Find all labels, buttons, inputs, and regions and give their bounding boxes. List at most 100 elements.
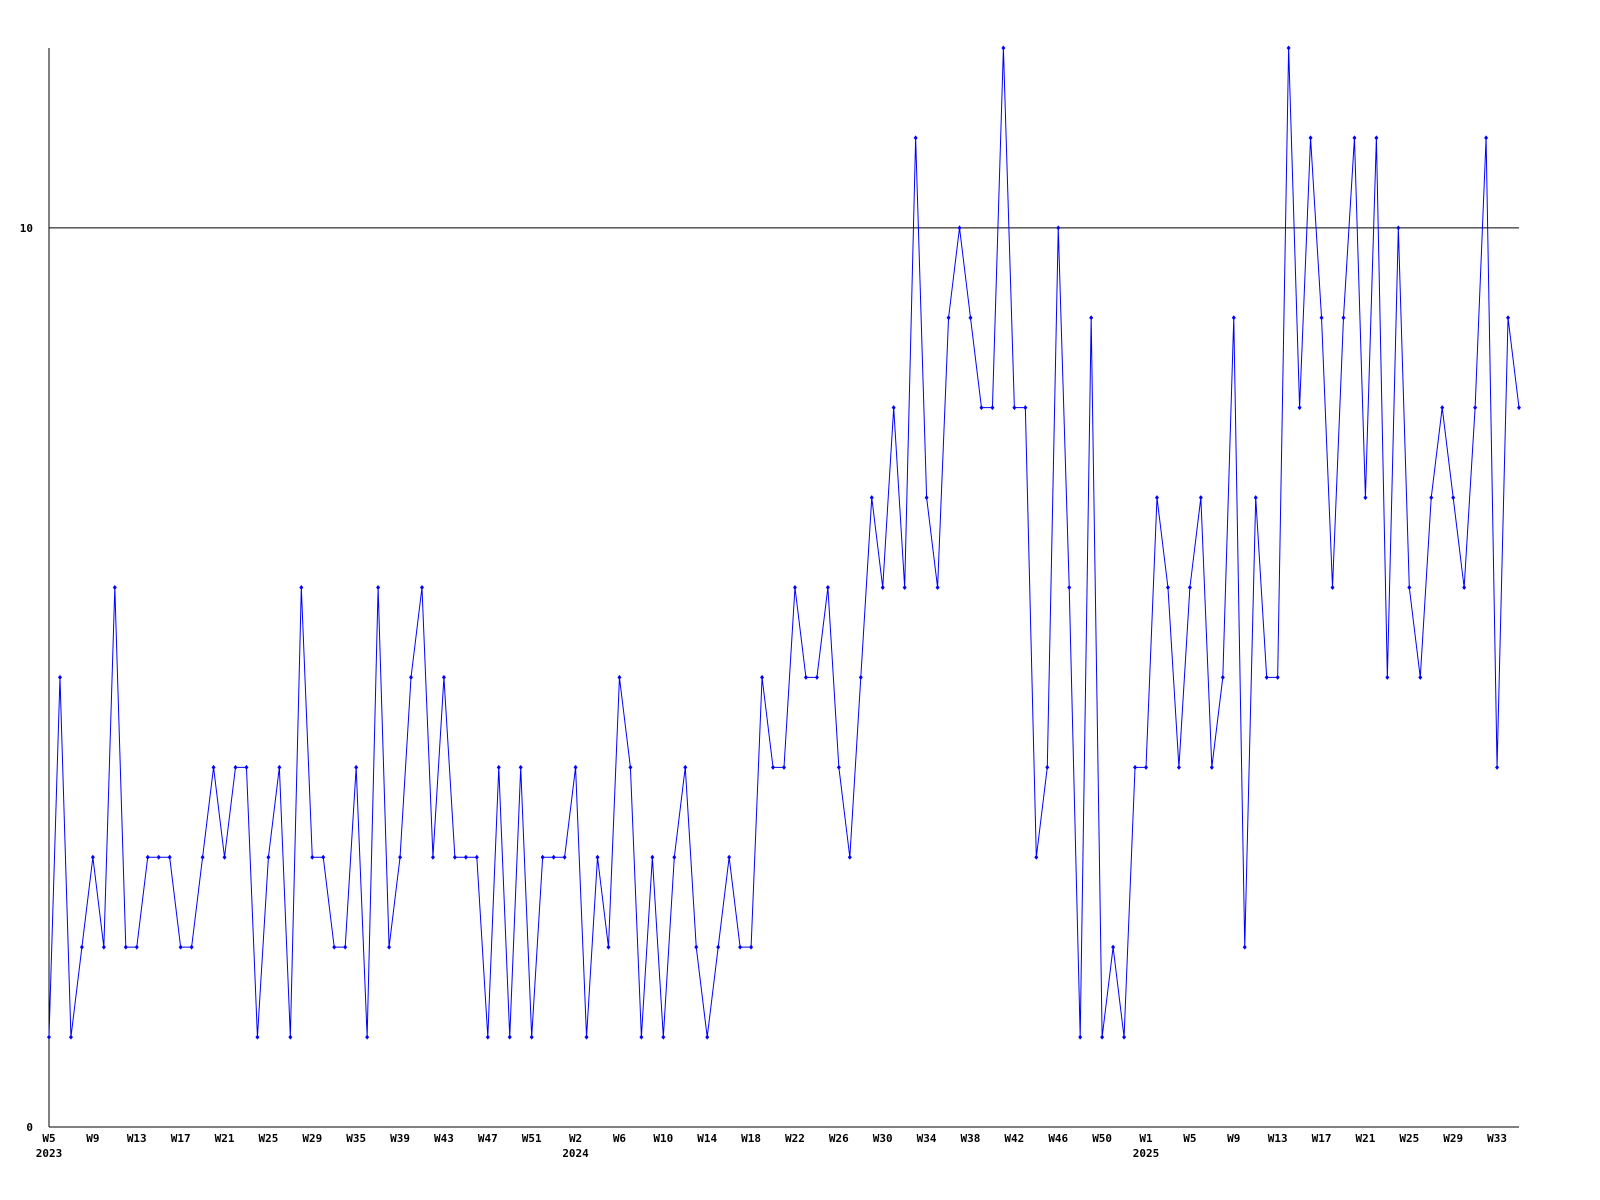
data-point bbox=[1122, 1034, 1127, 1040]
data-point bbox=[661, 1034, 666, 1040]
data-point bbox=[178, 944, 183, 950]
data-point bbox=[496, 764, 501, 770]
data-point bbox=[935, 585, 940, 590]
x-tick-label: W25 bbox=[258, 1132, 278, 1145]
x-tick-label: W14 bbox=[697, 1132, 717, 1145]
data-point bbox=[749, 944, 754, 950]
data-point bbox=[1451, 495, 1456, 501]
data-point bbox=[376, 585, 381, 590]
data-point bbox=[584, 1034, 589, 1040]
data-point bbox=[255, 1034, 260, 1040]
data-point bbox=[288, 1034, 293, 1040]
x-tick-label: W50 bbox=[1092, 1132, 1112, 1145]
data-point bbox=[1165, 585, 1170, 590]
data-point bbox=[968, 315, 973, 321]
data-point bbox=[880, 585, 885, 590]
x-tick-label: W38 bbox=[961, 1132, 981, 1145]
data-point bbox=[200, 854, 205, 860]
data-point bbox=[551, 854, 556, 860]
data-point bbox=[1429, 495, 1434, 501]
data-point bbox=[1517, 405, 1521, 411]
data-point bbox=[277, 764, 282, 770]
data-point bbox=[694, 944, 699, 950]
data-point bbox=[957, 225, 962, 231]
data-point bbox=[814, 674, 819, 680]
data-point bbox=[1176, 764, 1181, 770]
data-point bbox=[233, 764, 238, 770]
x-tick-label: W2 bbox=[569, 1132, 582, 1145]
x-tick-label: W35 bbox=[346, 1132, 366, 1145]
x-tick-label: W46 bbox=[1048, 1132, 1068, 1145]
data-point bbox=[738, 944, 743, 950]
data-point bbox=[716, 944, 721, 950]
data-point bbox=[760, 674, 765, 680]
data-point bbox=[1374, 135, 1379, 141]
data-point bbox=[727, 854, 732, 860]
data-point bbox=[1506, 315, 1511, 321]
year-label: 2024 bbox=[562, 1147, 589, 1160]
data-point bbox=[1396, 225, 1401, 231]
data-point bbox=[1133, 764, 1138, 770]
x-tick-label: W13 bbox=[1268, 1132, 1288, 1145]
data-point bbox=[1308, 135, 1313, 141]
data-point bbox=[1407, 585, 1412, 590]
data-point bbox=[1418, 674, 1423, 680]
data-point bbox=[47, 1034, 51, 1040]
data-point bbox=[1078, 1034, 1083, 1040]
data-point bbox=[990, 405, 995, 411]
data-point bbox=[803, 674, 808, 680]
data-point bbox=[156, 854, 161, 860]
x-tick-label: W9 bbox=[86, 1132, 99, 1145]
data-point bbox=[858, 674, 863, 680]
data-point bbox=[825, 585, 830, 590]
data-point bbox=[145, 854, 150, 860]
data-point bbox=[1242, 944, 1247, 950]
data-point bbox=[1473, 405, 1478, 411]
data-point bbox=[1089, 315, 1094, 321]
data-point bbox=[419, 585, 424, 590]
data-point bbox=[409, 674, 414, 680]
data-point bbox=[847, 854, 852, 860]
data-point bbox=[782, 764, 786, 770]
data-point bbox=[299, 585, 304, 590]
data-point bbox=[1253, 495, 1258, 501]
x-tick-label: W21 bbox=[215, 1132, 235, 1145]
data-line bbox=[48, 47, 1520, 1038]
data-point bbox=[979, 405, 984, 411]
x-tick-label: W9 bbox=[1227, 1132, 1240, 1145]
data-point bbox=[365, 1034, 370, 1040]
data-point bbox=[1275, 674, 1280, 680]
data-point bbox=[310, 854, 315, 860]
data-point bbox=[1144, 764, 1149, 770]
data-point bbox=[946, 315, 951, 321]
data-point bbox=[1363, 495, 1368, 501]
data-point bbox=[1297, 405, 1302, 411]
data-point bbox=[902, 585, 907, 590]
x-tick-label: W42 bbox=[1004, 1132, 1024, 1145]
x-tick-label: W22 bbox=[785, 1132, 805, 1145]
data-point bbox=[1220, 674, 1225, 680]
data-point bbox=[244, 764, 249, 770]
data-point bbox=[606, 944, 611, 950]
data-point bbox=[650, 854, 655, 860]
data-point bbox=[1462, 585, 1467, 590]
data-point bbox=[222, 854, 227, 860]
data-point bbox=[507, 1034, 512, 1040]
data-point bbox=[891, 405, 896, 411]
y-tick-label: 10 bbox=[20, 222, 33, 235]
x-tick-label: W29 bbox=[1443, 1132, 1463, 1145]
x-tick-label: W17 bbox=[171, 1132, 191, 1145]
data-point bbox=[1045, 764, 1050, 770]
data-point bbox=[463, 854, 468, 860]
data-point bbox=[321, 854, 326, 860]
data-point bbox=[540, 854, 545, 860]
data-point bbox=[913, 135, 918, 141]
data-point bbox=[683, 764, 688, 770]
data-point bbox=[112, 585, 117, 590]
data-point bbox=[869, 495, 874, 501]
data-point bbox=[189, 944, 194, 950]
data-point bbox=[573, 764, 578, 770]
x-tick-label: W5 bbox=[42, 1132, 55, 1145]
x-tick-label: W34 bbox=[917, 1132, 937, 1145]
data-point bbox=[1385, 674, 1390, 680]
